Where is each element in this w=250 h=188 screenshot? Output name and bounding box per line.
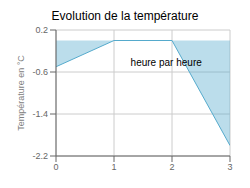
svg-text:-0.6: -0.6 [32,67,48,77]
svg-text:2: 2 [169,162,174,172]
svg-text:Température en °C: Température en °C [16,55,26,131]
svg-text:3: 3 [227,162,232,172]
svg-text:heure par heure: heure par heure [131,57,203,68]
html-text:Evolution de la température: Evolution de la température [51,9,199,23]
svg-text:0.2: 0.2 [35,25,48,35]
svg-text:1: 1 [111,162,116,172]
svg-text:0: 0 [53,162,58,172]
svg-text:-2.2: -2.2 [32,151,48,161]
svg-text:-1.4: -1.4 [32,109,48,119]
